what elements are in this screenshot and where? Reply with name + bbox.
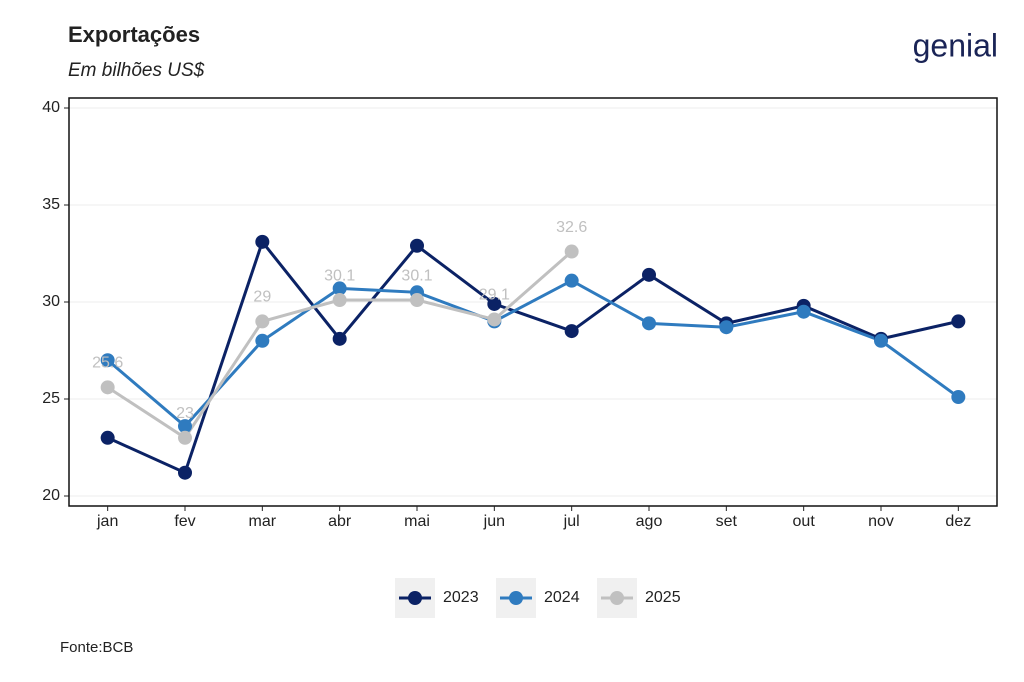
point: [487, 312, 502, 327]
source: Fonte:BCB: [60, 639, 133, 656]
y-tick-label: 25: [42, 390, 60, 407]
point: [719, 320, 734, 335]
point: [564, 324, 579, 339]
data-label: 30.1: [324, 267, 355, 284]
point: [178, 430, 192, 445]
point: [642, 316, 656, 331]
point: [874, 333, 888, 348]
x-tick-label: jun: [483, 513, 505, 530]
logo: genial: [913, 27, 998, 63]
point: [178, 465, 192, 480]
x-tick-label: out: [793, 513, 816, 530]
point: [100, 430, 115, 445]
point: [255, 234, 270, 249]
series-line: [106, 278, 960, 429]
x-tick-label: ago: [636, 513, 663, 530]
point: [951, 314, 966, 329]
point: [642, 267, 656, 282]
chart-title: Exportações: [68, 22, 200, 47]
y-tick-label: 35: [42, 196, 60, 213]
legend-label: 2024: [544, 589, 580, 606]
legend-label: 2025: [645, 589, 681, 606]
point: [178, 419, 192, 434]
data-label: 23: [176, 405, 194, 422]
point: [255, 333, 270, 348]
point: [487, 296, 502, 311]
data-label: 29.1: [479, 287, 510, 304]
legend-label: 2023: [443, 589, 479, 606]
x-tick-label: mai: [404, 513, 430, 530]
x-tick-label: jan: [96, 513, 118, 530]
data-label: 30.1: [401, 267, 432, 284]
point: [332, 331, 347, 346]
point: [332, 281, 347, 296]
point: [951, 390, 966, 405]
legend-key-dot: [610, 591, 624, 605]
y-tick-label: 40: [42, 99, 60, 116]
point: [410, 293, 424, 308]
legend-key-dot: [408, 591, 422, 605]
x-tick-label: mar: [249, 513, 277, 530]
point: [564, 273, 579, 288]
data-label: 25.6: [92, 355, 123, 372]
x-tick-label: nov: [868, 513, 894, 530]
series-line: [107, 238, 959, 475]
x-tick-label: jul: [563, 513, 580, 530]
x-tick-label: dez: [945, 513, 971, 530]
plot-frame: [68, 97, 998, 507]
point: [100, 380, 115, 395]
legend-key-dot: [509, 591, 523, 605]
x-tick-label: abr: [328, 513, 352, 530]
point: [410, 238, 424, 253]
point: [332, 293, 347, 308]
y-tick-label: 30: [42, 293, 60, 310]
point: [564, 244, 579, 259]
data-label: 29: [253, 289, 271, 306]
x-tick-label: set: [716, 513, 738, 530]
data-label: 32.6: [556, 219, 587, 236]
x-tick-label: fev: [174, 513, 195, 530]
chart-subtitle: Em bilhões US$: [68, 60, 205, 81]
point: [796, 304, 811, 319]
point: [100, 353, 115, 368]
point: [255, 314, 270, 329]
y-tick-label: 20: [42, 487, 60, 504]
